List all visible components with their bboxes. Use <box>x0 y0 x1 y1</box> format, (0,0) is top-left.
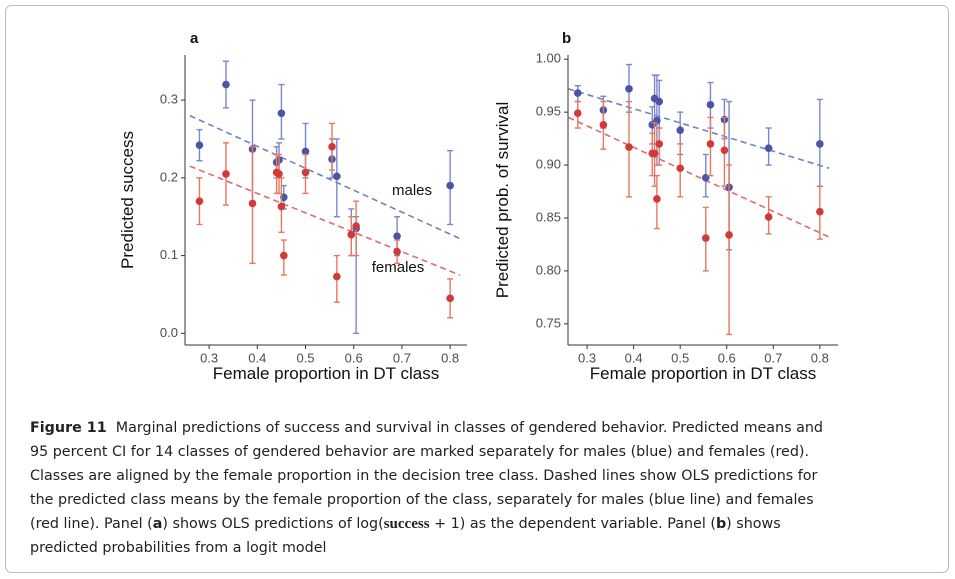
caption-line: 95 percent CI for 14 classes of gendered… <box>30 444 809 460</box>
point <box>816 140 824 148</box>
point <box>393 247 401 256</box>
point <box>676 164 684 173</box>
trend-line <box>568 116 830 238</box>
point <box>333 172 341 181</box>
caption-text: + 1) as the dependent variable. Panel ( <box>430 516 716 532</box>
point <box>222 170 230 178</box>
point <box>446 294 454 303</box>
point <box>277 202 286 211</box>
point <box>275 170 283 178</box>
point <box>701 234 710 242</box>
y-tick-label: 0.2 <box>160 169 178 184</box>
y-axis-title: Predicted prob. of survival <box>493 102 512 299</box>
point <box>720 146 729 155</box>
y-axis-title: Predicted success <box>118 131 137 269</box>
y-tick-label: 0.3 <box>160 92 178 107</box>
x-tick-label: 0.3 <box>200 350 218 365</box>
caption-text: ) shows <box>726 516 781 532</box>
point <box>446 181 454 190</box>
x-tick-label: 0.3 <box>578 350 596 365</box>
x-axis-title: Female proportion in DT class <box>213 364 439 383</box>
series-label: males <box>392 182 432 199</box>
point <box>816 207 824 216</box>
trend-line <box>189 165 461 276</box>
point <box>725 231 733 239</box>
point <box>653 195 661 203</box>
x-tick-label: 0.8 <box>811 350 829 365</box>
point <box>352 222 360 230</box>
caption-text: ) shows OLS predictions of log( <box>162 516 383 532</box>
point <box>301 147 310 156</box>
point <box>393 232 401 240</box>
caption-line: predicted probabilities from a logit mod… <box>30 540 327 556</box>
x-tick-label: 0.6 <box>345 350 363 365</box>
caption-text: (red line). Panel ( <box>30 516 153 532</box>
error-bar <box>726 164 733 336</box>
point <box>280 251 288 260</box>
caption-line: Figure 11 Marginal predictions of succes… <box>30 420 823 436</box>
point <box>573 89 582 97</box>
point <box>195 197 204 205</box>
y-tick-label: 0.0 <box>160 325 178 340</box>
point <box>277 109 286 118</box>
panel-title: a <box>190 30 199 47</box>
caption-text: the predicted class means by the female … <box>30 492 814 508</box>
caption-text: success <box>384 516 430 532</box>
y-tick-label: 0.95 <box>536 104 561 119</box>
point <box>706 140 715 148</box>
point <box>347 230 356 239</box>
x-tick-label: 0.7 <box>764 350 782 365</box>
point <box>625 85 633 93</box>
caption-text: Classes are aligned by the female propor… <box>30 468 818 484</box>
x-tick-label: 0.5 <box>296 350 314 365</box>
caption-line: (red line). Panel (a) shows OLS predicti… <box>30 516 781 532</box>
caption-text: 95 percent CI for 14 classes of gendered… <box>30 444 809 460</box>
x-tick-label: 0.4 <box>625 350 643 365</box>
x-tick-label: 0.7 <box>393 350 411 365</box>
y-tick-label: 0.90 <box>536 157 561 172</box>
point <box>706 100 715 109</box>
x-tick-label: 0.5 <box>671 350 689 365</box>
caption-text: b <box>716 516 726 532</box>
y-tick-label: 0.75 <box>536 315 561 330</box>
panel-title: b <box>562 30 571 47</box>
point <box>655 140 664 148</box>
x-axis-title: Female proportion in DT class <box>590 364 816 383</box>
trend-line <box>568 88 830 170</box>
caption-text: Marginal predictions of success and surv… <box>107 420 823 436</box>
x-tick-label: 0.6 <box>718 350 736 365</box>
figure-border <box>5 5 949 573</box>
y-tick-label: 0.85 <box>536 209 561 224</box>
point <box>599 121 608 129</box>
point <box>573 109 582 118</box>
point <box>764 213 773 221</box>
point <box>328 142 336 151</box>
series-label: females <box>372 259 425 276</box>
caption-line: Classes are aligned by the female propor… <box>30 468 818 484</box>
y-tick-label: 1.00 <box>536 51 561 66</box>
point <box>676 126 684 134</box>
point <box>222 80 230 89</box>
y-tick-label: 0.1 <box>160 247 178 262</box>
x-tick-label: 0.4 <box>248 350 266 365</box>
point <box>655 97 664 106</box>
caption-text: predicted probabilities from a logit mod… <box>30 540 327 556</box>
point <box>195 141 204 149</box>
point <box>301 168 310 177</box>
caption-text: Figure 11 <box>30 420 107 436</box>
x-tick-label: 0.8 <box>441 350 459 365</box>
caption-text: a <box>153 516 163 532</box>
point <box>650 149 659 158</box>
point <box>248 199 257 208</box>
y-tick-label: 0.80 <box>536 262 561 277</box>
point <box>333 272 341 281</box>
caption-line: the predicted class means by the female … <box>30 492 814 508</box>
point <box>625 143 633 151</box>
point <box>764 144 773 152</box>
